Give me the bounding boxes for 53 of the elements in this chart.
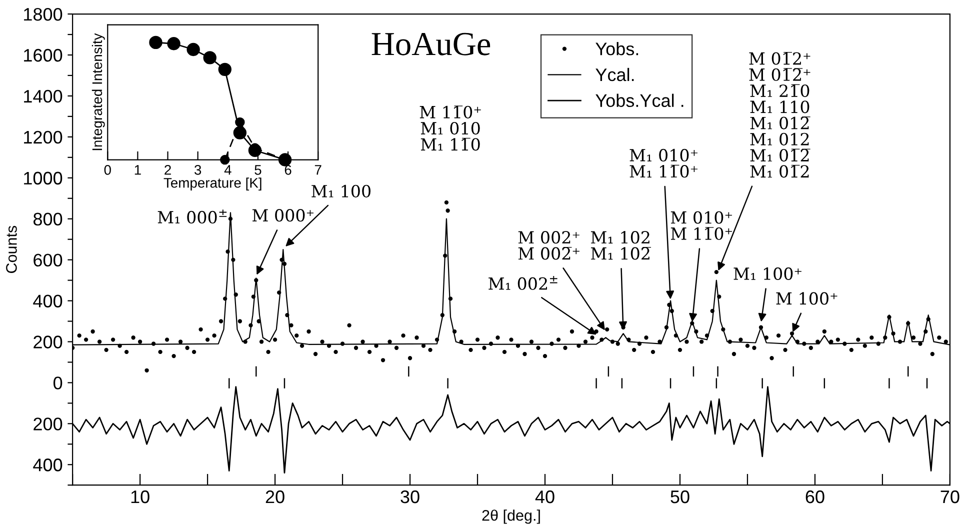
x-tick-label: 30 [400, 490, 420, 504]
legend-label: Yobs.Ycal . [596, 94, 684, 108]
annotation: M 100⁺ [776, 292, 838, 305]
y-axis-title: Integrated Intensity [92, 33, 105, 150]
x-tick-label: 2 [164, 164, 171, 175]
point [218, 62, 232, 76]
x-axis-title: Temperature [K] [164, 178, 262, 191]
x-tick-label: 40 [535, 490, 554, 504]
y-tick-label: 400 [33, 458, 62, 472]
annotation: M 002⁺ M 002̅⁺ [518, 231, 580, 260]
point [203, 51, 216, 64]
y-tick-label: 1600 [24, 48, 62, 62]
x-tick-label: 6 [284, 164, 292, 175]
y-tick-label: 200 [34, 418, 62, 430]
y-tick-label: 0 [54, 376, 62, 390]
x-tick-label: 5 [254, 165, 262, 175]
x-axis-title: 2θ [deg.] [482, 510, 540, 524]
x-tick-label: 60 [806, 490, 824, 504]
point [186, 42, 200, 56]
x-tick-label: 10 [131, 490, 150, 504]
annotation: M₁ 100⁺ [734, 267, 802, 280]
x-tick-label: 4 [224, 165, 232, 175]
x-tick-label: 3 [194, 164, 202, 175]
annotation: M 01̅2⁺ M 01̅2̅⁺ M₁ 21̅0 M₁ 110 M₁ 012̅ M₁ 012 M₁ 01̅2̅ M₁ 01̅2 [749, 52, 810, 178]
point [149, 36, 162, 50]
y-tick-label: 400 [33, 294, 62, 308]
x-tick-label: 7 [314, 165, 322, 175]
x-tick-label: 70 [940, 490, 960, 504]
x-tick-label: 1 [134, 165, 141, 175]
annotation: M 11̅0⁺ M₁ 010 M₁ 11̅0 [420, 106, 481, 151]
annotation: M₁ 000$^{±}$ [158, 210, 227, 224]
point [235, 117, 245, 128]
annotation: M₁ 102 M₁ 102̅ [590, 231, 652, 260]
legend-label: Ycal. [596, 68, 634, 82]
y-tick-label: 200 [34, 336, 62, 348]
x-tick-label: 50 [670, 490, 690, 504]
chart-title: HoAuGe [372, 32, 490, 56]
annotation: M 010⁺ M 11̅0⁺ [670, 211, 732, 240]
y-tick-label: 800 [33, 212, 62, 226]
legend-label: Yobs. [596, 42, 638, 56]
y-axis-title: Counts [6, 226, 17, 273]
y-tick-label: 1200 [24, 130, 62, 144]
x-tick-label: 0 [104, 164, 111, 175]
x-tick-label: 20 [266, 490, 284, 504]
y-tick-label: 600 [34, 254, 62, 267]
annotation: M 000⁺ [252, 209, 314, 222]
annotation: M₁ 002$^{±}$ [488, 276, 558, 290]
y-tick-label: 1400 [24, 90, 62, 103]
point [167, 37, 180, 50]
annotation: M₁ 010⁺ M₁ 11̅0⁺ [630, 148, 698, 178]
y-tick-label: 1800 [24, 8, 62, 21]
annotation: M₁ 100 [312, 184, 370, 198]
y-tick-label: 1000 [24, 172, 62, 185]
